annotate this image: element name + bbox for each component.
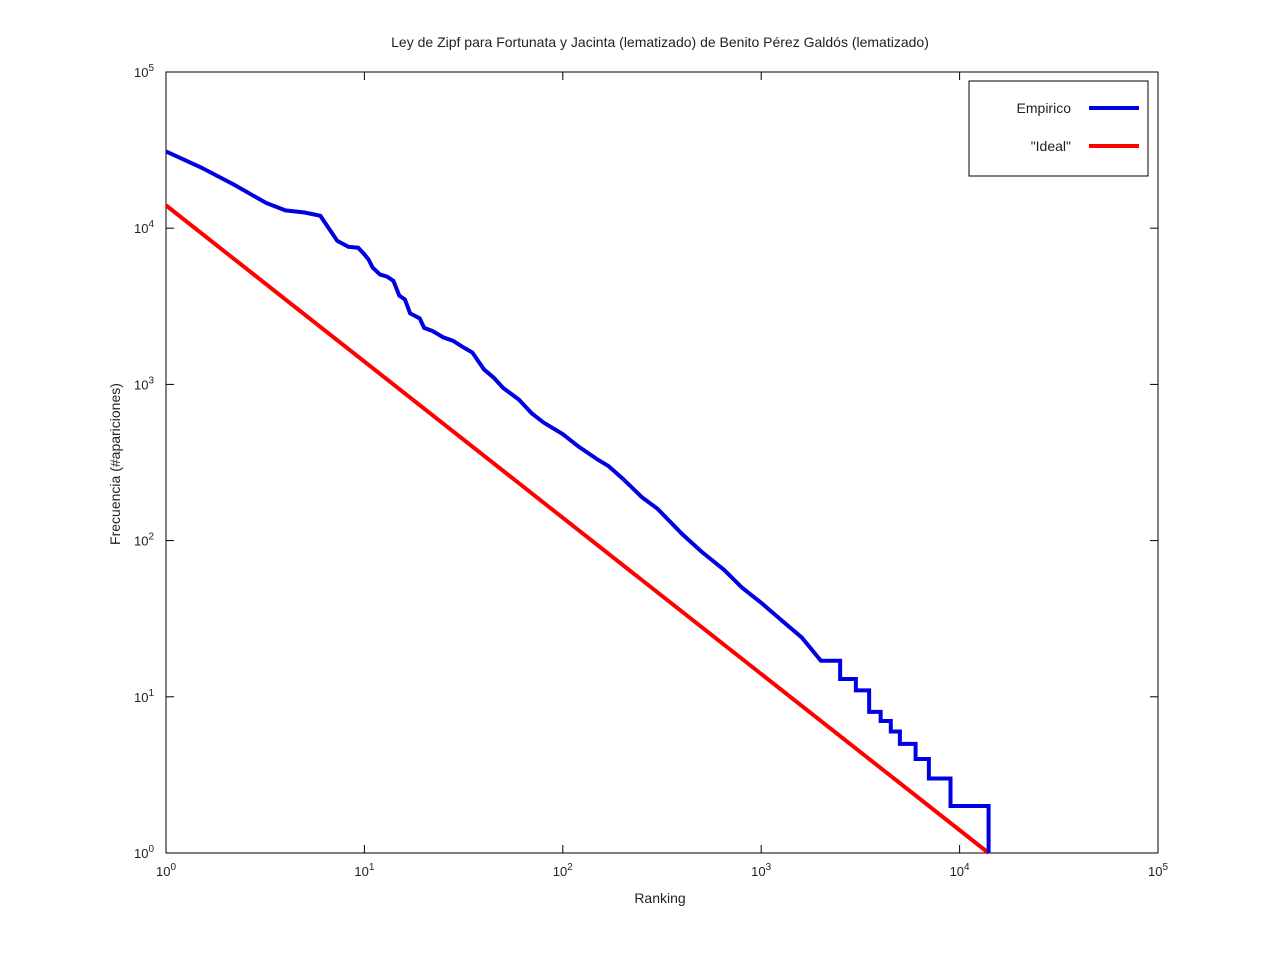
x-tick-label: 105 (1148, 862, 1168, 879)
x-tick-label: 104 (950, 862, 970, 879)
y-tick-label: 103 (134, 375, 154, 392)
series-ideal-line (164, 203, 990, 855)
y-axis-title: Frecuencia (#apariciones) (107, 383, 123, 545)
x-axis-title: Ranking (634, 890, 685, 906)
x-tick-label: 102 (553, 862, 573, 879)
chart-title: Ley de Zipf para Fortunata y Jacinta (le… (391, 34, 929, 50)
legend: Empirico "Ideal" (968, 80, 1149, 177)
plot-area-frame (165, 71, 1159, 854)
series-layer (164, 149, 991, 855)
x-tick-label: 100 (156, 862, 176, 879)
legend-label-ideal: "Ideal" (1031, 138, 1071, 154)
series-empirico-line (165, 149, 991, 853)
y-tick-label: 104 (134, 219, 154, 236)
y-tick-label: 101 (134, 688, 154, 705)
legend-box (968, 80, 1149, 177)
y-tick-label: 102 (134, 532, 154, 549)
x-tick-label: 103 (751, 862, 771, 879)
y-tick-label: 100 (134, 844, 154, 861)
x-axis-ticks: 100 101 102 103 104 105 (156, 72, 1168, 879)
legend-label-empirico: Empirico (1017, 100, 1072, 116)
y-tick-label: 105 (134, 63, 154, 80)
y-axis-ticks: 100 101 102 103 104 105 (134, 63, 1158, 861)
x-tick-label: 101 (354, 862, 374, 879)
